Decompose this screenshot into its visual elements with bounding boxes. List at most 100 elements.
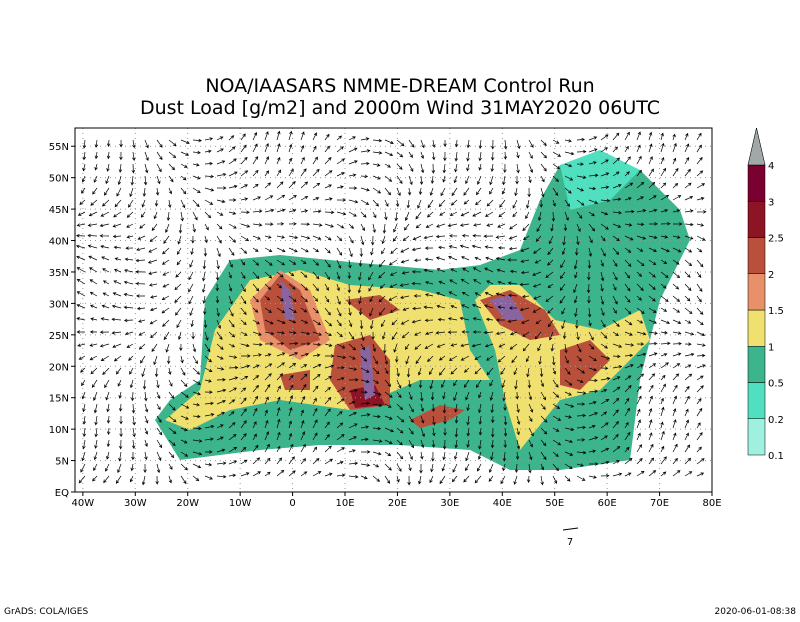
wind-arrow: [228, 411, 235, 417]
wind-arrow: [400, 295, 410, 300]
wind-arrow: [348, 461, 359, 466]
wind-arrow: [92, 187, 98, 195]
wind-arrow: [100, 355, 110, 362]
wind-arrow: [141, 199, 146, 208]
wind-arrow: [348, 331, 355, 340]
wind-arrow: [126, 223, 134, 228]
wind-arrow: [473, 223, 482, 227]
wind-arrow: [552, 139, 560, 144]
wind-arrow: [439, 475, 446, 485]
wind-arrow: [204, 401, 214, 406]
wind-arrow: [204, 367, 213, 372]
wind-arrow: [672, 373, 680, 381]
wind-arrow: [118, 451, 122, 462]
wind-arrow: [324, 295, 330, 303]
wind-arrow: [527, 379, 532, 389]
wind-arrow: [648, 143, 653, 153]
wind-arrow: [672, 443, 678, 453]
wind-arrow: [156, 415, 162, 423]
wind-arrow: [312, 385, 319, 393]
wind-arrow: [612, 421, 619, 429]
wind-arrow: [192, 475, 200, 482]
wind-arrow: [672, 331, 682, 335]
wind-arrow: [252, 223, 263, 227]
wind-arrow: [624, 319, 633, 326]
wind-arrow: [411, 270, 422, 274]
wind-arrow: [348, 355, 356, 360]
wind-arrow: [312, 407, 318, 417]
wind-arrow: [264, 319, 274, 325]
wind-arrow: [503, 163, 507, 173]
wind-arrow: [420, 451, 424, 460]
wind-arrow: [360, 199, 370, 205]
wind-arrow: [396, 151, 404, 158]
wind-arrow: [93, 403, 98, 414]
wind-arrow: [288, 374, 294, 381]
wind-arrow: [534, 259, 542, 264]
wind-arrow: [252, 259, 260, 266]
wind-arrow: [264, 182, 272, 189]
wind-arrow: [466, 439, 470, 448]
wind-arrow: [562, 331, 567, 340]
wind-arrow: [130, 391, 135, 402]
wind-arrow: [588, 475, 597, 479]
wind-arrow: [552, 379, 559, 388]
lon-tick-label: 50E: [545, 498, 564, 509]
lat-tick-label: 20N: [49, 362, 69, 373]
wind-arrow: [161, 295, 170, 301]
lon-tick-label: 30E: [440, 498, 459, 509]
wind-arrow: [660, 209, 669, 213]
wind-arrow: [588, 173, 599, 178]
wind-arrow: [432, 427, 436, 437]
wind-arrow: [503, 139, 508, 150]
wind-arrow: [276, 469, 285, 477]
wind-arrow: [501, 379, 506, 389]
wind-arrow: [180, 439, 188, 444]
wind-arrow: [660, 295, 669, 302]
wind-arrow: [588, 186, 597, 191]
wind-arrow: [379, 283, 386, 289]
wind-arrow: [424, 257, 434, 262]
wind-arrow: [450, 268, 458, 273]
wind-arrow: [216, 186, 227, 190]
wind-arrow: [288, 295, 297, 302]
wind-arrow: [300, 156, 305, 165]
wind-arrow: [648, 319, 657, 324]
wind-arrow: [358, 307, 363, 316]
wind-arrow: [527, 187, 531, 198]
wind-arrow: [228, 146, 236, 153]
wind-arrow: [180, 475, 187, 485]
wind-arrow: [116, 187, 122, 197]
wind-arrow: [545, 271, 554, 278]
wind-arrow: [636, 395, 642, 405]
wind-arrow: [216, 172, 227, 177]
wind-arrow: [140, 355, 146, 364]
wind-arrow: [168, 151, 177, 159]
wind-arrow: [684, 352, 695, 357]
wind-arrow: [396, 391, 402, 399]
wind-arrow: [648, 222, 658, 226]
wind-arrow: [540, 427, 548, 435]
wind-arrow: [648, 363, 657, 369]
wind-arrow: [192, 355, 198, 365]
wind-arrow: [168, 463, 173, 470]
wind-arrow: [252, 471, 262, 477]
wind-arrow: [123, 280, 134, 285]
wind-arrow: [503, 151, 508, 160]
wind-arrow: [312, 223, 323, 227]
wind-arrow: [442, 439, 447, 450]
wind-arrow: [378, 295, 386, 303]
wind-arrow: [204, 161, 213, 166]
wind-arrow: [502, 391, 506, 402]
wind-arrow: [368, 283, 374, 292]
wind-arrow: [489, 391, 494, 401]
wind-arrow: [360, 401, 371, 406]
wind-arrow: [411, 319, 422, 324]
wind-arrow: [240, 433, 247, 441]
wind-arrow: [514, 463, 519, 473]
wind-arrow: [336, 283, 340, 292]
wind-arrow: [672, 384, 678, 393]
wind-arrow: [204, 235, 208, 244]
wind-arrow: [612, 271, 618, 281]
wind-arrow: [438, 199, 446, 207]
